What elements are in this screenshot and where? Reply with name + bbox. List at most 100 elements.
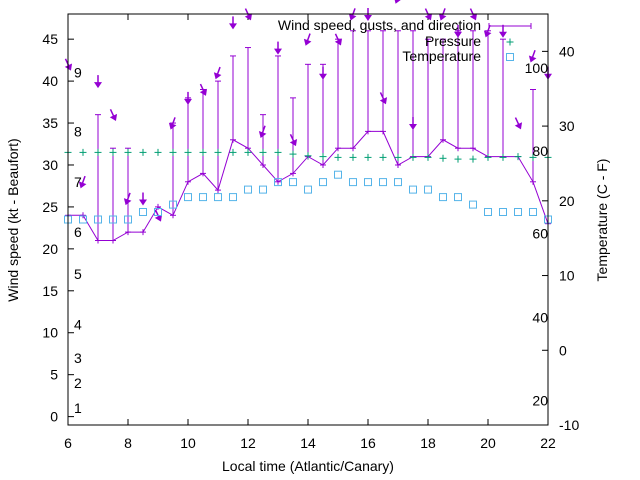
wind-speed-point bbox=[440, 136, 446, 143]
temperature-point bbox=[529, 208, 537, 216]
fahrenheit-label: 100 bbox=[525, 60, 549, 76]
wind-direction-arrow bbox=[303, 33, 312, 46]
pressure-point bbox=[424, 153, 432, 161]
wind-speed-point bbox=[395, 162, 401, 168]
wind-direction-arrow bbox=[123, 192, 132, 206]
y-right-tick-label: 10 bbox=[559, 268, 575, 284]
beaufort-label: 3 bbox=[74, 350, 82, 366]
wind-direction-arrow bbox=[438, 8, 447, 21]
y-left-tick-label: 40 bbox=[42, 73, 58, 89]
temperature-point bbox=[214, 193, 222, 202]
x-tick-label: 6 bbox=[64, 435, 72, 451]
temperature-point bbox=[274, 178, 282, 187]
temperature-point bbox=[124, 215, 132, 224]
temperature-point bbox=[439, 193, 447, 202]
temperature-point bbox=[499, 208, 507, 216]
wind-direction-arrow bbox=[258, 125, 267, 138]
pressure-point bbox=[454, 155, 462, 163]
y-left-tick-label: 35 bbox=[42, 115, 58, 131]
wind-speed-point bbox=[320, 162, 326, 168]
pressure-point bbox=[319, 153, 327, 161]
fahrenheit-label: 60 bbox=[532, 226, 548, 242]
wind-speed-point bbox=[455, 145, 461, 152]
plot-data-layer bbox=[64, 0, 552, 244]
wind-direction-arrow bbox=[379, 92, 388, 105]
x-tick-label: 10 bbox=[180, 435, 196, 451]
y-right-tick-label: 30 bbox=[559, 118, 575, 134]
pressure-point bbox=[499, 153, 507, 161]
x-tick-label: 20 bbox=[480, 435, 496, 451]
pressure-point bbox=[214, 148, 222, 156]
wind-direction-arrow bbox=[274, 41, 282, 55]
beaufort-label: 9 bbox=[74, 65, 82, 81]
wind-direction-arrow bbox=[409, 117, 417, 130]
wind-speed-point bbox=[95, 237, 101, 244]
beaufort-label: 7 bbox=[74, 174, 82, 190]
wind-direction-arrow bbox=[364, 8, 372, 21]
pressure-point bbox=[514, 153, 522, 161]
wind-speed-point bbox=[110, 237, 116, 244]
pressure-point bbox=[529, 153, 537, 161]
y-left-tick-label: 10 bbox=[42, 325, 58, 341]
wind-speed-point bbox=[140, 229, 146, 236]
pressure-point bbox=[439, 154, 447, 162]
wind-speed-point bbox=[260, 162, 266, 168]
wind-speed-point bbox=[170, 212, 176, 219]
temperature-point bbox=[514, 208, 522, 216]
wind-direction-arrow bbox=[229, 16, 237, 30]
pressure-point bbox=[139, 148, 147, 156]
y-left-tick-label: 15 bbox=[42, 283, 58, 299]
temperature-point bbox=[469, 200, 477, 209]
x-tick-label: 12 bbox=[240, 435, 256, 451]
pressure-point bbox=[244, 148, 252, 156]
temperature-point bbox=[94, 215, 102, 224]
y-axis-right-label: Temperature (C - F) bbox=[594, 159, 610, 282]
wind-speed-point bbox=[125, 229, 131, 236]
wind-direction-arrow bbox=[499, 24, 507, 38]
fahrenheit-label: 80 bbox=[532, 143, 548, 159]
beaufort-label: 1 bbox=[74, 400, 82, 416]
legend-sample-pressure bbox=[506, 38, 514, 46]
wind-direction-arrow bbox=[78, 175, 87, 189]
tick-labels-layer: 6 8 10 12 14 16 18 20 22051015202530354045-10010… bbox=[42, 31, 579, 451]
pressure-point bbox=[274, 148, 282, 156]
y-left-tick-label: 25 bbox=[42, 199, 58, 215]
x-tick-label: 16 bbox=[360, 435, 376, 451]
temperature-point bbox=[139, 208, 147, 216]
wind-direction-arrow bbox=[469, 8, 478, 21]
beaufort-label: 8 bbox=[74, 123, 82, 139]
fahrenheit-label: 40 bbox=[532, 309, 548, 325]
legend-label-pressure: Pressure bbox=[425, 33, 481, 49]
wind-speed-point bbox=[230, 136, 236, 143]
pressure-point bbox=[289, 150, 297, 158]
x-tick-label: 18 bbox=[420, 435, 436, 451]
wind-speed-point bbox=[470, 145, 476, 152]
pressure-point bbox=[154, 148, 162, 156]
y-right-tick-label: -10 bbox=[559, 417, 579, 433]
temperature-point bbox=[304, 185, 312, 194]
pressure-point bbox=[124, 148, 132, 156]
pressure-point bbox=[394, 153, 402, 161]
temperature-point bbox=[349, 178, 357, 187]
pressure-point bbox=[199, 148, 207, 156]
temperature-point bbox=[229, 193, 237, 202]
wind-direction-arrow bbox=[199, 83, 208, 96]
wind-speed-point bbox=[335, 145, 341, 152]
pressure-point bbox=[364, 153, 372, 161]
temperature-point bbox=[169, 200, 177, 209]
temperature-point bbox=[319, 178, 327, 187]
wind-speed-point bbox=[530, 178, 536, 185]
wind-speed-point bbox=[200, 170, 206, 177]
legend: Wind speed, gusts, and direction Pressur… bbox=[278, 17, 532, 64]
wind-speed-point bbox=[365, 128, 371, 135]
temperature-point bbox=[454, 193, 462, 202]
wind-direction-arrow bbox=[348, 8, 357, 21]
pressure-point bbox=[259, 148, 267, 156]
wind-speed-point bbox=[350, 145, 356, 152]
temperature-point bbox=[289, 178, 297, 187]
pressure-point bbox=[379, 153, 387, 161]
temperature-point bbox=[154, 208, 162, 216]
pressure-point bbox=[229, 148, 237, 156]
wind-direction-arrow bbox=[393, 0, 402, 4]
pressure-point bbox=[484, 153, 492, 161]
